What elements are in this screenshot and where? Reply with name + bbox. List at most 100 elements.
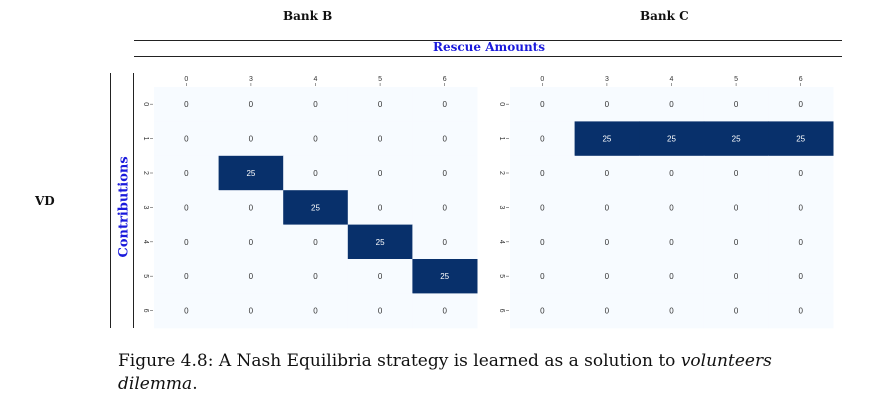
heatmap-c-value-r6-c3: 0 <box>734 307 739 316</box>
heatmap-c-value-r5-c1: 0 <box>605 272 610 281</box>
heatmap-b-ytick-6: 6 <box>142 309 149 313</box>
heatmap-b-value-r4-c3: 25 <box>376 238 385 247</box>
heatmap-c-value-r5-c2: 0 <box>669 272 674 281</box>
heatmap-c-value-r3-c2: 0 <box>669 203 674 212</box>
heatmap-c-cell-r1-c1 <box>574 121 640 157</box>
inner-vertical-rule <box>133 73 134 328</box>
heatmap-c-value-r0-c3: 0 <box>734 100 739 109</box>
heatmap-b-value-r6-c3: 0 <box>378 307 383 316</box>
heatmap-b-cell-r6-c4 <box>412 293 478 329</box>
bank-c-title: Bank C <box>640 9 689 23</box>
heatmap-b-value-r2-c4: 0 <box>442 169 447 178</box>
heatmap-b-value-r3-c4: 0 <box>442 203 447 212</box>
heatmap-c-cell-r1-c2 <box>639 121 705 157</box>
heatmap-b-cell-r1-c4 <box>412 121 478 157</box>
heatmap-b-cell-r4-c3 <box>347 224 413 260</box>
heatmap-b-value-r5-c1: 0 <box>249 272 254 281</box>
heatmap-c-cell-r6-c1 <box>574 293 640 329</box>
heatmap-c-cell-r4-c3 <box>703 224 769 260</box>
heatmap-b-cell-r4-c0 <box>154 224 220 260</box>
heatmap-b-cell-r3-c4 <box>412 190 478 226</box>
heatmap-c-cell-r4-c1 <box>574 224 640 260</box>
heatmap-c-value-r3-c0: 0 <box>540 203 545 212</box>
heatmap-c-value-r5-c0: 0 <box>540 272 545 281</box>
heatmap-c-cell-r0-c2 <box>639 87 705 122</box>
heatmap-bank-c: 0 0 0 0 00 25 25 25 250 0 0 0 00 0 0 0 00 0 0 0 00 0 0 0 00 0 0 0 00… <box>498 76 834 329</box>
heatmap-b-group: 0 0 0 0 00 0 0 0 00 25 0 0 00 0 25 0 00 0 0 25 00 0 0 0 250 0 0 0 00… <box>142 76 478 329</box>
heatmap-b-value-r4-c4: 0 <box>442 238 447 247</box>
heatmap-c-value-r4-c2: 0 <box>669 238 674 247</box>
heatmap-c-ytick-4: 4 <box>498 240 505 244</box>
heatmap-c-cell-r0-c1 <box>574 87 640 122</box>
heatmap-b-xtick-2: 4 <box>314 76 318 83</box>
heatmap-b-ytick-3: 3 <box>142 205 149 209</box>
heatmap-b-xtick-4: 6 <box>443 76 447 83</box>
heatmap-b-cell-r5-c4 <box>412 259 478 294</box>
heatmap-b-value-r1-c4: 0 <box>442 135 447 144</box>
heatmap-c-value-r1-c4: 25 <box>796 135 805 144</box>
heatmap-c-cell-r3-c1 <box>574 190 640 226</box>
heatmap-b-cell-r3-c0 <box>154 190 220 226</box>
heatmap-b-cell-r3-c2 <box>283 190 349 226</box>
caption-italic-2: dilemma <box>118 374 193 394</box>
heatmap-b-cell-r1-c1 <box>218 121 284 157</box>
heatmap-c-cell-r2-c3 <box>703 155 769 191</box>
heatmap-c-cell-r6-c0 <box>510 293 576 329</box>
heatmap-b-value-r3-c3: 0 <box>378 203 383 212</box>
heatmap-c-cell-r5-c0 <box>510 259 576 294</box>
heatmap-c-value-r5-c4: 0 <box>798 272 803 281</box>
heatmap-b-value-r1-c3: 0 <box>378 135 383 144</box>
heatmap-b-value-r6-c4: 0 <box>442 307 447 316</box>
heatmap-b-xtick-0: 0 <box>184 76 188 83</box>
heatmap-b-value-r4-c1: 0 <box>249 238 254 247</box>
heatmap-c-cell-r1-c3 <box>703 121 769 157</box>
heatmap-b-cell-r4-c4 <box>412 224 478 260</box>
heatmap-b-value-r2-c2: 0 <box>313 169 318 178</box>
heatmap-bank-b: 0 0 0 0 00 0 0 0 00 25 0 0 00 0 25 0 00 0 0 25 00 0 0 0 250 0 0 0 00… <box>142 76 478 329</box>
heatmap-b-cell-r4-c1 <box>218 224 284 260</box>
heatmap-b-value-r3-c2: 25 <box>311 203 320 212</box>
heatmap-b-value-r2-c3: 0 <box>378 169 383 178</box>
heatmap-c-ytick-3: 3 <box>498 205 505 209</box>
heatmap-c-cell-r6-c3 <box>703 293 769 329</box>
heatmap-b-cell-r2-c0 <box>154 155 220 191</box>
heatmap-c-xtick-3: 5 <box>734 76 738 83</box>
heatmap-c-value-r3-c3: 0 <box>734 203 739 212</box>
heatmap-c-cell-r6-c4 <box>768 293 834 329</box>
heatmap-b-cell-r6-c3 <box>347 293 413 329</box>
heatmap-b-value-r5-c4: 25 <box>440 272 449 281</box>
heatmap-c-cell-r0-c0 <box>510 87 576 122</box>
heatmap-b-cell-r6-c0 <box>154 293 220 329</box>
top-rule <box>134 40 842 41</box>
caption-italic-1: volunteers <box>680 351 772 371</box>
heatmap-b-value-r5-c3: 0 <box>378 272 383 281</box>
heatmap-c-value-r2-c4: 0 <box>798 169 803 178</box>
heatmap-c-cell-r1-c4 <box>768 121 834 157</box>
heatmap-c-cell-r0-c4 <box>768 87 834 122</box>
heatmap-b-value-r2-c0: 0 <box>184 169 189 178</box>
heatmap-b-cell-r6-c2 <box>283 293 349 329</box>
heatmap-b-ytick-4: 4 <box>142 240 149 244</box>
heatmap-b-value-r3-c0: 0 <box>184 203 189 212</box>
heatmap-c-group: 0 0 0 0 00 25 25 25 250 0 0 0 00 0 0 0 00 0 0 0 00 0 0 0 00 0 0 0 00… <box>498 76 834 329</box>
heatmap-b-ytick-1: 1 <box>142 137 149 141</box>
heatmap-c-cell-r1-c0 <box>510 121 576 157</box>
heatmap-c-value-r2-c1: 0 <box>605 169 610 178</box>
heatmap-b-cell-r0-c0 <box>154 87 220 122</box>
heatmap-c-value-r1-c2: 25 <box>667 135 676 144</box>
heatmap-b-ytick-2: 2 <box>142 171 149 175</box>
heatmap-c-value-r6-c0: 0 <box>540 307 545 316</box>
heatmap-b-cell-r1-c2 <box>283 121 349 157</box>
heatmap-b-cell-r0-c4 <box>412 87 478 122</box>
heatmap-c-value-r4-c1: 0 <box>605 238 610 247</box>
heatmap-c-value-r4-c3: 0 <box>734 238 739 247</box>
heatmap-c-value-r1-c1: 25 <box>602 135 611 144</box>
heatmap-b-cell-r0-c1 <box>218 87 284 122</box>
figure-caption: Figure 4.8: A Nash Equilibria strategy i… <box>118 350 818 396</box>
heatmap-b-value-r0-c0: 0 <box>184 100 189 109</box>
heatmap-b-cell-r1-c3 <box>347 121 413 157</box>
contributions-label: Contributions <box>116 156 132 258</box>
heatmap-b-value-r2-c1: 25 <box>246 169 255 178</box>
heatmap-b-value-r1-c2: 0 <box>313 135 318 144</box>
heatmap-c-value-r5-c3: 0 <box>734 272 739 281</box>
